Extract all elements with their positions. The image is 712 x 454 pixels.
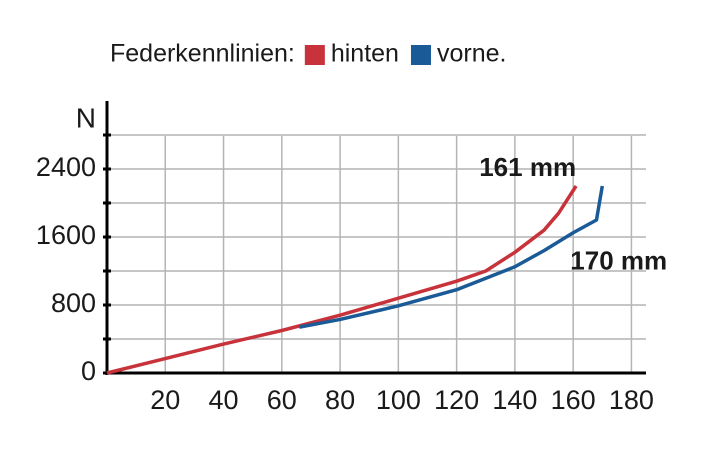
x-tick-label: 140 bbox=[492, 385, 537, 415]
annotation: 161 mm bbox=[479, 152, 576, 182]
y-tick-label: 1600 bbox=[36, 220, 96, 250]
legend-swatch bbox=[304, 45, 325, 65]
y-tick-label: 0 bbox=[81, 356, 96, 386]
legend-label: vorne. bbox=[437, 40, 506, 68]
y-tick-label: 2400 bbox=[36, 152, 96, 182]
x-tick-label: 100 bbox=[376, 385, 421, 415]
y-axis-label: N bbox=[76, 102, 96, 133]
legend-label: hinten bbox=[331, 40, 399, 68]
legend-title: Federkennlinien: bbox=[110, 40, 295, 68]
legend-swatch bbox=[410, 45, 431, 65]
x-tick-label: 120 bbox=[434, 385, 479, 415]
x-tick-label: 40 bbox=[209, 385, 239, 415]
annotation: 170 mm bbox=[570, 245, 667, 275]
x-tick-label: 80 bbox=[325, 385, 355, 415]
y-tick-label: 800 bbox=[51, 288, 96, 318]
data-line bbox=[106, 185, 578, 375]
data-line bbox=[298, 185, 605, 329]
x-tick-label: 60 bbox=[267, 385, 297, 415]
x-tick-label: 20 bbox=[150, 385, 180, 415]
x-tick-label: 180 bbox=[609, 385, 654, 415]
x-tick-label: 160 bbox=[551, 385, 596, 415]
